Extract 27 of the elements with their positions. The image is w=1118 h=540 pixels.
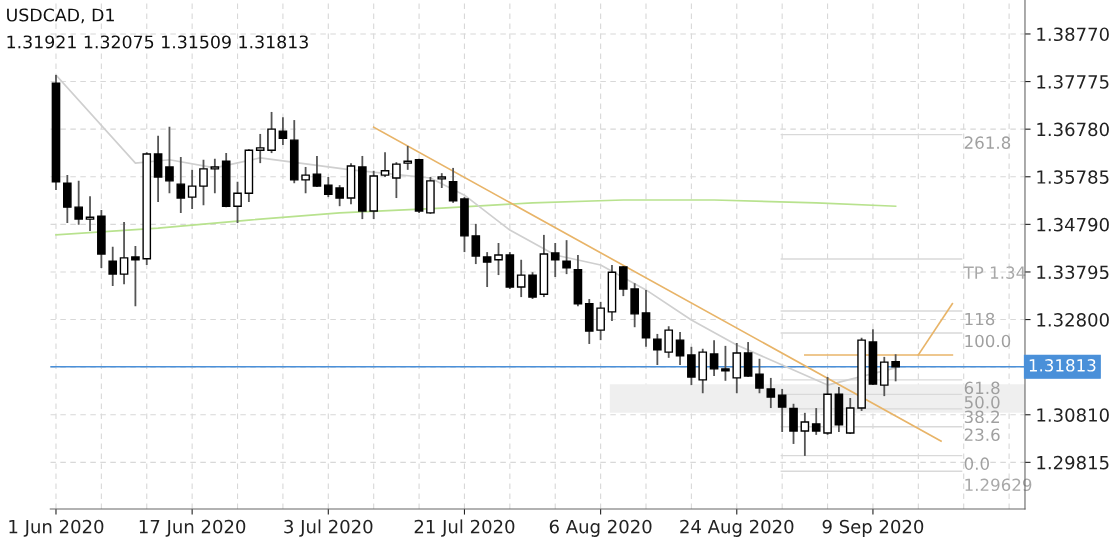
y-tick-label: 1.33795 bbox=[1037, 265, 1109, 280]
y-tick-label: 1.34790 bbox=[1037, 217, 1109, 232]
y-tick-label: 1.37775 bbox=[1037, 75, 1109, 89]
annotation: 118 bbox=[965, 312, 995, 326]
y-tick-label: 1.38770 bbox=[1037, 27, 1109, 42]
annotation: 23.6 bbox=[964, 428, 1000, 442]
y-tick-label: 1.29815 bbox=[1037, 455, 1109, 470]
x-tick-label: 24 Aug 2020 bbox=[680, 519, 794, 537]
annotation: 38.2 bbox=[964, 410, 1000, 424]
x-tick-label: 21 Jul 2020 bbox=[414, 519, 515, 537]
y-tick-label: 1.30810 bbox=[1037, 408, 1109, 422]
annotation: 261.8 bbox=[964, 136, 1011, 149]
annotation: 50.0 bbox=[964, 396, 1000, 409]
annotation: 61.8 bbox=[964, 381, 1000, 395]
x-tick-label: 1 Jun 2020 bbox=[9, 519, 104, 537]
x-tick-label: 17 Jun 2020 bbox=[139, 519, 246, 537]
x-tick-label: 3 Jul 2020 bbox=[284, 519, 373, 537]
annotation: 0.0 bbox=[964, 457, 989, 470]
y-tick-label: 1.35785 bbox=[1037, 170, 1109, 184]
text: 1.31921 1.32075 1.31509 1.31813 bbox=[7, 35, 308, 49]
x-tick-label: 9 Sep 2020 bbox=[822, 519, 924, 537]
ref-line-label: 1.31813 bbox=[1029, 359, 1096, 372]
y-tick-label: 1.32800 bbox=[1037, 313, 1109, 327]
annotation: 100.0 bbox=[965, 334, 1011, 348]
y-tick-label: 1.36780 bbox=[1037, 122, 1109, 137]
chart-title: USDCAD, D1 bbox=[7, 8, 114, 24]
x-tick-label: 6 Aug 2020 bbox=[549, 519, 652, 537]
